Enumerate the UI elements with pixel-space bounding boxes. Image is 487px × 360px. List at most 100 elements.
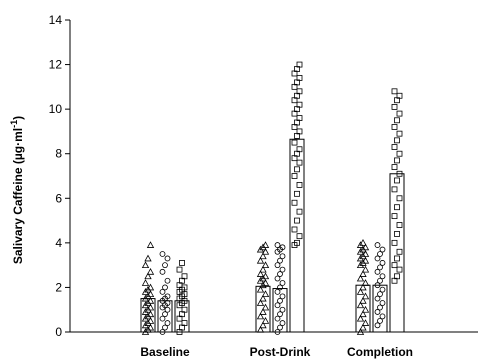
data-point-triangle [361,250,370,257]
data-point-triangle [259,294,267,302]
data-point-triangle [356,314,365,322]
data-point-triangle [144,254,152,262]
data-point-square [181,306,188,313]
data-point-triangle [356,247,365,255]
data-point-circle [279,280,286,286]
y-tick-label: 10 [49,102,63,116]
data-point-triangle [359,239,367,246]
data-point-circle [377,304,383,311]
data-point-triangle [261,279,270,286]
data-point-triangle [256,299,265,306]
data-point-triangle [256,276,265,284]
x-category-label: Baseline [140,345,190,359]
data-point-triangle [261,317,270,324]
data-point-square [394,117,400,124]
data-point-triangle [144,299,152,306]
data-point-circle [277,297,283,304]
data-point-square [391,144,398,150]
data-point-circle [274,242,281,248]
data-point-square [296,182,303,188]
data-point-triangle [359,270,367,277]
data-point-square [394,177,400,184]
data-point-triangle [256,256,265,264]
data-point-triangle [356,288,365,295]
data-point-square [394,157,400,164]
data-point-square [396,92,403,99]
data-point-circle [374,322,381,329]
data-point-triangle [146,241,155,248]
data-point-triangle [141,308,150,315]
data-point-square [391,164,398,170]
data-point-square [396,150,403,157]
data-point-circle [164,293,171,300]
data-point-circle [162,262,168,269]
data-point-triangle [359,283,367,291]
data-point-triangle [144,319,152,326]
data-point-square [396,110,403,117]
data-point-circle [164,300,171,306]
data-point-triangle [261,247,270,255]
data-point-square [296,233,303,240]
data-point-triangle [356,274,365,282]
data-point-triangle [261,303,270,311]
data-point-circle [277,324,283,331]
data-point-circle [379,273,386,280]
data-point-circle [374,268,381,275]
data-point-circle [379,260,386,266]
data-point-circle [379,313,386,320]
data-point-circle [277,257,283,264]
data-point-circle [279,306,286,313]
data-point-triangle [146,303,155,311]
y-axis-title-sup: -1 [9,120,19,128]
data-point-circle [374,309,381,315]
data-point-circle [159,251,166,257]
data-point-triangle [141,261,150,269]
data-point-circle [162,311,168,318]
data-point-circle [279,293,286,300]
data-point-circle [164,306,171,313]
data-point-triangle [361,256,370,264]
data-point-circle [379,300,386,306]
data-point-triangle [356,261,365,269]
data-point-square [391,213,398,220]
data-point-circle [379,246,386,253]
data-point-triangle [144,305,152,313]
data-point-square [296,115,303,121]
y-tick-label: 12 [49,58,63,72]
data-point-triangle [356,301,365,309]
data-point-triangle [259,308,267,315]
y-tick-label: 8 [55,147,62,161]
data-point-triangle [256,312,265,320]
y-tick-label: 2 [55,280,62,294]
data-point-square [396,195,403,202]
data-point-square [396,266,403,273]
data-point-circle [159,288,166,295]
x-axis: Baseline Post-Drink Completion [70,331,478,359]
data-point-square [291,226,298,233]
data-point-square [296,88,303,95]
data-point-circle [377,317,383,324]
data-point-circle [279,266,286,273]
y-axis-title-close: ) [11,116,25,120]
data-point-triangle [361,305,370,313]
data-point-triangle [361,319,370,326]
data-point-square [391,239,398,246]
data-point-circle [164,277,171,284]
data-point-triangle [359,296,367,304]
data-point-square [296,75,303,81]
data-point-square [396,222,403,228]
data-point-square [296,146,303,153]
data-point-triangle [141,288,150,295]
y-axis: 0 2 4 6 8 10 12 14 [49,13,71,339]
data-point-circle [374,255,381,262]
data-point-triangle [256,245,265,253]
data-point-square [396,170,403,177]
y-axis-title: Salivary Caffeine (µg·ml-1) [9,116,25,264]
data-point-triangle [146,283,155,291]
data-point-triangle [141,328,150,335]
data-point-triangle [361,292,370,300]
data-point-triangle [261,261,270,269]
data-point-square [179,260,185,266]
data-point-square [296,128,303,135]
